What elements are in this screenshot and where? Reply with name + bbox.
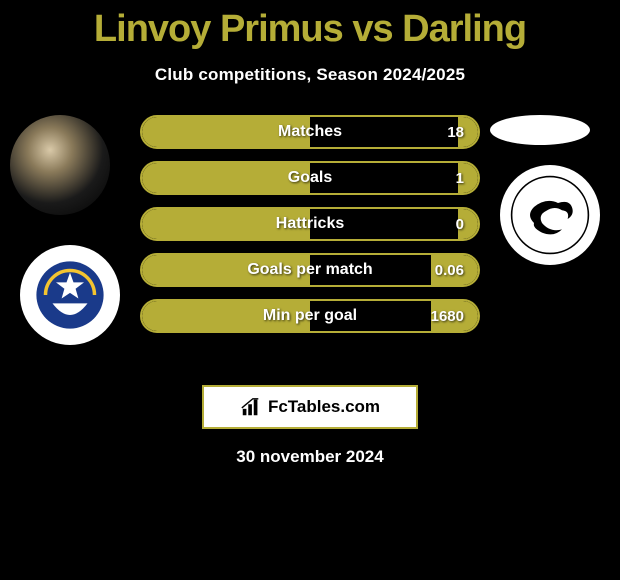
stat-value-right: 1 [456, 170, 464, 187]
player-right-avatar [490, 115, 590, 145]
stat-label: Goals per match [247, 261, 372, 279]
comparison-panel: Matches 18 Goals 1 Hattricks 0 Goals per… [0, 115, 620, 375]
club-left-crest [20, 245, 120, 345]
subtitle: Club competitions, Season 2024/2025 [0, 65, 620, 85]
club-right-crest [500, 165, 600, 265]
stat-label: Goals [288, 169, 332, 187]
bar-chart-icon [240, 396, 262, 418]
stat-label: Matches [278, 123, 342, 141]
stat-row-goals-per-match: Goals per match 0.06 [140, 253, 480, 287]
portsmouth-crest-icon [35, 260, 105, 330]
stat-row-goals: Goals 1 [140, 161, 480, 195]
stat-row-matches: Matches 18 [140, 115, 480, 149]
stat-value-right: 18 [447, 124, 464, 141]
stat-value-right: 1680 [431, 308, 464, 325]
date-label: 30 november 2024 [0, 447, 620, 467]
stat-value-right: 0.06 [435, 262, 464, 279]
branding-badge[interactable]: FcTables.com [202, 385, 418, 429]
stat-label: Hattricks [276, 215, 344, 233]
branding-text: FcTables.com [268, 397, 380, 417]
stat-label: Min per goal [263, 307, 357, 325]
stats-column: Matches 18 Goals 1 Hattricks 0 Goals per… [140, 115, 480, 345]
player-left-avatar [10, 115, 110, 215]
stat-fill-left [142, 163, 310, 193]
page-title: Linvoy Primus vs Darling [0, 0, 620, 51]
swansea-crest-icon [510, 175, 590, 255]
stat-row-hattricks: Hattricks 0 [140, 207, 480, 241]
stat-value-right: 0 [456, 216, 464, 233]
stat-row-min-per-goal: Min per goal 1680 [140, 299, 480, 333]
